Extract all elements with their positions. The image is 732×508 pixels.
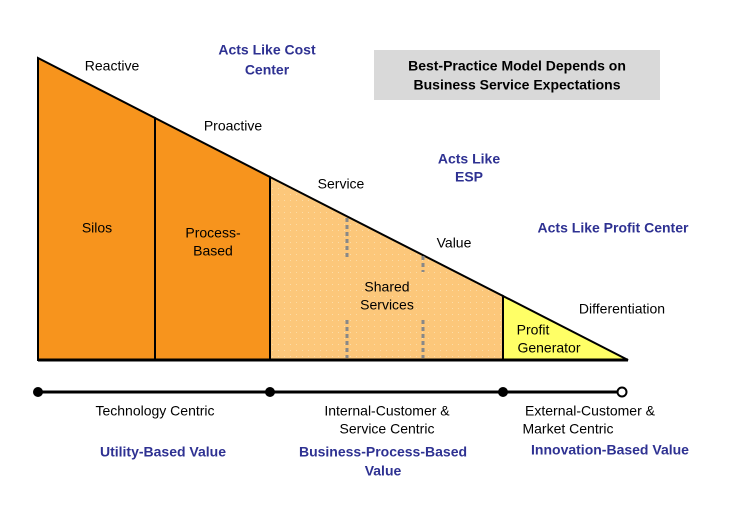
silos-segment (37, 56, 156, 361)
curve-label: Reactive (85, 58, 140, 74)
segment-label: Process- (185, 225, 241, 241)
axis-value: Value (365, 463, 402, 479)
dashed-dividers (345, 218, 425, 358)
role-label: Acts Like Profit Center (538, 220, 689, 236)
role-label: Acts Like (438, 151, 500, 167)
title-line: Business Service Expectations (414, 77, 621, 93)
curve-label: Service (318, 176, 365, 192)
axis-focus: Internal-Customer & (324, 403, 450, 419)
role-label: Center (245, 62, 290, 78)
axis-dot (498, 387, 508, 397)
segment-label: Profit (517, 322, 550, 338)
segment-label: Services (360, 297, 414, 313)
segment-label: Silos (82, 220, 112, 236)
axis-value: Business-Process-Based (299, 444, 467, 460)
segment-label: Shared (364, 279, 409, 295)
curve-label: Proactive (204, 118, 263, 134)
axis-focus: Market Centric (522, 421, 613, 437)
axis-dot (265, 387, 275, 397)
shared-segment (269, 175, 504, 361)
curve-label: Value (437, 235, 472, 251)
role-label: ESP (455, 169, 483, 185)
axis-value: Innovation-Based Value (531, 442, 689, 458)
axis-dot (33, 387, 43, 397)
curve-label: Differentiation (579, 301, 665, 317)
title-line: Best-Practice Model Depends on (408, 58, 626, 74)
axis-focus: Technology Centric (95, 403, 214, 419)
title-box (374, 50, 660, 100)
axis-dot (616, 386, 628, 398)
role-label: Acts Like Cost (218, 42, 316, 58)
axis-value: Utility-Based Value (100, 444, 226, 460)
axis-focus: Service Centric (340, 421, 435, 437)
axis-focus: External-Customer & (525, 403, 656, 419)
segment-label: Generator (517, 340, 580, 356)
segment-label: Based (193, 243, 233, 259)
